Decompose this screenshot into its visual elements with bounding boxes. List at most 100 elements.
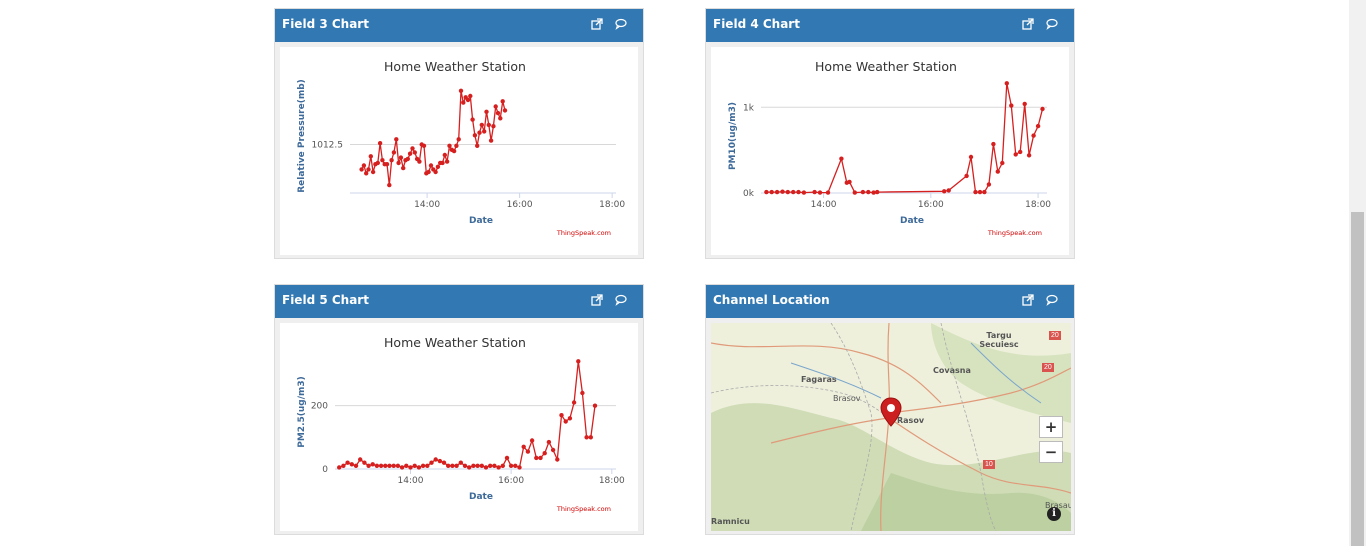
data-point — [576, 359, 581, 364]
comment-icon[interactable] — [1046, 294, 1060, 308]
map-info-button[interactable]: i — [1047, 507, 1061, 521]
data-point — [764, 189, 769, 195]
data-point — [345, 460, 350, 465]
location-map[interactable]: Targu Secuiesc Fagaras Covasna Brasov Ra… — [711, 323, 1071, 531]
data-point — [871, 190, 876, 195]
data-point — [513, 463, 518, 468]
data-point — [508, 463, 514, 468]
field4-chart-widget: Field 4 Chart Home Weather Station 0k 1k 14… — [705, 8, 1075, 259]
data-point — [394, 137, 399, 142]
x-axis-label: Date — [900, 216, 924, 226]
data-point — [525, 449, 531, 454]
data-point — [534, 455, 539, 461]
popout-icon[interactable] — [1022, 294, 1036, 308]
data-point — [404, 463, 409, 468]
road-badge: 10 — [983, 460, 995, 469]
x-tick-label: 18:00 — [599, 476, 625, 486]
y-axis-label: PM2.5(ug/m3) — [297, 376, 307, 448]
channel-location-widget: Channel Location Targu Secuiesc Fagaras … — [705, 284, 1075, 535]
data-point — [964, 173, 969, 179]
road-badge: 20 — [1049, 331, 1061, 340]
data-point — [555, 457, 560, 462]
data-point — [412, 150, 417, 155]
y-tick-label: 0 — [322, 465, 328, 475]
popout-icon[interactable] — [591, 18, 605, 32]
data-point — [465, 97, 471, 103]
data-point — [498, 116, 503, 121]
widget-title: Channel Location — [713, 293, 830, 307]
data-point — [366, 167, 371, 172]
data-point — [592, 403, 598, 408]
field5-line-chart: Home Weather Station 0 200 14:00 16:00 18:00 D… — [297, 335, 625, 513]
zoom-out-button[interactable]: − — [1039, 441, 1063, 463]
data-point — [486, 122, 491, 128]
data-point — [479, 122, 484, 128]
data-point — [370, 169, 376, 175]
data-point — [378, 463, 384, 468]
data-point — [374, 463, 380, 468]
data-point — [801, 190, 807, 195]
data-point — [420, 463, 426, 468]
x-tick-label: 14:00 — [398, 476, 424, 486]
data-point — [468, 93, 473, 99]
scrollbar-thumb[interactable] — [1351, 212, 1364, 546]
data-point — [866, 189, 871, 195]
widget-header: Field 4 Chart — [706, 9, 1074, 42]
data-point — [1000, 160, 1005, 166]
chart-credit: ThingSpeak.com — [556, 229, 611, 237]
data-point — [391, 150, 397, 155]
data-point — [446, 463, 451, 468]
data-point — [852, 190, 857, 195]
data-point — [377, 141, 383, 146]
widget-title: Field 4 Chart — [713, 17, 800, 31]
data-point — [447, 143, 452, 148]
data-point — [391, 463, 396, 468]
data-point — [1018, 149, 1023, 155]
data-point — [383, 463, 388, 468]
data-point — [559, 413, 564, 418]
data-point — [1040, 106, 1045, 112]
comment-icon[interactable] — [615, 294, 629, 308]
x-tick-label: 16:00 — [498, 476, 524, 486]
data-point — [977, 189, 983, 195]
data-point — [380, 158, 385, 163]
data-point — [435, 164, 441, 169]
data-point — [982, 189, 987, 195]
page-scrollbar[interactable] — [1349, 0, 1366, 546]
data-point — [399, 465, 405, 470]
data-point — [408, 465, 413, 470]
data-point — [986, 182, 992, 187]
comment-icon[interactable] — [615, 18, 629, 32]
x-tick-label: 16:00 — [507, 200, 533, 210]
map-place-label: Brasau — [1045, 501, 1071, 510]
widget-header: Field 3 Chart — [275, 9, 643, 42]
data-point — [458, 460, 463, 465]
data-point — [538, 455, 543, 461]
data-point — [353, 463, 359, 468]
data-point — [563, 419, 568, 424]
data-point — [995, 169, 1000, 174]
data-point — [396, 160, 401, 166]
popout-icon[interactable] — [591, 294, 605, 308]
chart-credit: ThingSpeak.com — [987, 229, 1042, 237]
data-point — [825, 190, 831, 195]
comment-icon[interactable] — [1046, 18, 1060, 32]
data-point — [1031, 133, 1036, 138]
data-point — [389, 158, 394, 163]
data-point — [500, 99, 505, 104]
data-point — [467, 465, 472, 470]
data-point — [407, 151, 413, 156]
data-point — [580, 390, 585, 396]
x-tick-label: 14:00 — [811, 200, 837, 210]
zoom-in-button[interactable]: + — [1039, 416, 1063, 438]
field5-chart-widget: Field 5 Chart Home Weather Station 0 200 14… — [274, 284, 644, 535]
road-badge: 20 — [1042, 363, 1054, 372]
data-point — [484, 109, 489, 114]
data-point — [337, 465, 342, 470]
y-tick-label: 1012.5 — [312, 141, 344, 151]
widget-title: Field 5 Chart — [282, 293, 369, 307]
popout-icon[interactable] — [1022, 18, 1036, 32]
chart-title: Home Weather Station — [384, 335, 526, 350]
data-point — [769, 189, 774, 195]
data-point — [488, 463, 493, 468]
